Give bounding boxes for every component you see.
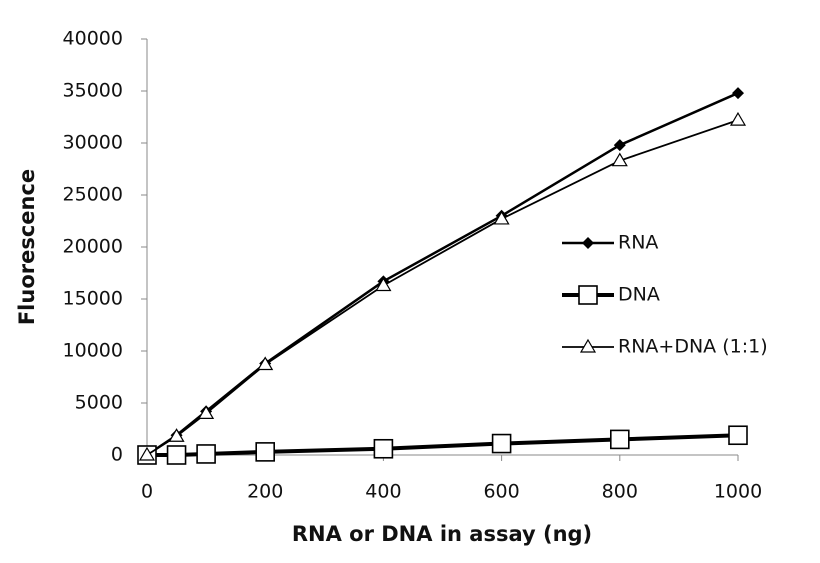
marker	[166, 445, 187, 465]
marker	[198, 405, 215, 419]
y-tick-label: 15000	[63, 288, 123, 310]
y-axis-title: Fluorescence	[15, 169, 39, 325]
x-tick-label: 1000	[714, 481, 762, 503]
legend-label: DNA	[618, 284, 660, 306]
y-tick-label: 25000	[63, 184, 123, 206]
marker	[138, 446, 156, 461]
legend-marker	[578, 285, 598, 305]
x-tick-label: 600	[483, 481, 519, 503]
legend-label: RNA	[618, 232, 658, 254]
marker	[728, 425, 748, 446]
x-tick-label: 400	[365, 481, 401, 503]
marker	[257, 356, 274, 371]
x-tick-label: 200	[247, 481, 283, 503]
marker	[609, 429, 630, 450]
series-line	[146, 119, 739, 456]
legend-marker	[579, 338, 597, 353]
y-tick-label: 0	[111, 444, 123, 466]
marker	[611, 152, 628, 167]
marker	[613, 139, 626, 152]
marker	[375, 277, 392, 292]
legend-marker	[582, 237, 594, 249]
series-line	[146, 91, 739, 457]
y-tick-label: 10000	[63, 340, 123, 362]
y-tick-label: 40000	[63, 28, 123, 50]
marker	[255, 442, 276, 462]
legend-label: RNA+DNA (1:1)	[618, 336, 768, 358]
y-tick-label: 5000	[75, 392, 123, 414]
marker	[729, 111, 747, 126]
x-tick-label: 0	[141, 481, 153, 503]
y-tick-label: 30000	[63, 132, 123, 154]
y-tick-label: 20000	[63, 236, 123, 258]
marker	[168, 428, 185, 442]
series-line	[147, 433, 739, 457]
x-tick-label: 800	[602, 481, 638, 503]
marker	[732, 87, 744, 100]
marker	[196, 444, 216, 464]
marker	[491, 433, 512, 454]
marker	[493, 210, 510, 225]
x-axis-title: RNA or DNA in assay (ng)	[292, 522, 592, 546]
marker	[373, 438, 394, 459]
y-tick-label: 35000	[63, 80, 123, 102]
